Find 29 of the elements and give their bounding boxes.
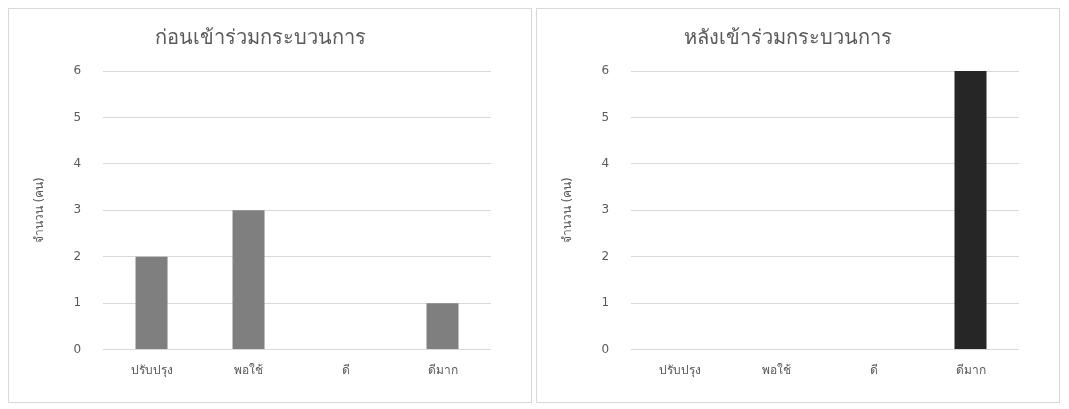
- bar: [135, 256, 168, 350]
- x-tick-label: พอใช้: [762, 362, 792, 377]
- y-tick-label: 4: [73, 155, 82, 170]
- y-tick-label: 3: [601, 202, 610, 217]
- y-tick-label: 5: [601, 109, 610, 124]
- y-tick-label: 3: [73, 202, 82, 217]
- y-tick-label: 4: [601, 155, 610, 170]
- y-tick-label: 5: [73, 109, 82, 124]
- y-tick-label: 6: [601, 63, 610, 78]
- x-tick-label: ดี: [341, 362, 350, 377]
- x-tick-label: พอใช้: [234, 362, 264, 377]
- y-tick-label: 1: [601, 295, 610, 310]
- y-tick-label: 0: [73, 341, 82, 356]
- bar: [426, 303, 459, 350]
- y-tick-label: 6: [73, 63, 82, 78]
- x-tick-label: ดีมาก: [955, 362, 986, 377]
- x-tick-label: ปรับปรุง: [130, 362, 173, 378]
- x-tick-label: ปรับปรุง: [658, 362, 701, 378]
- y-tick-label: 2: [601, 248, 610, 263]
- y-tick-label: 1: [73, 295, 82, 310]
- y-axis-title: จำนวน (คน): [560, 177, 575, 244]
- y-tick-label: 2: [73, 248, 82, 263]
- chart-title: ก่อนเข้าร่วมกระบวนการ: [154, 25, 366, 50]
- chart-title: หลังเข้าร่วมกระบวนการ: [684, 25, 892, 50]
- x-tick-label: ดีมาก: [427, 362, 458, 377]
- y-tick-label: 0: [601, 341, 610, 356]
- y-axis-title: จำนวน (คน): [32, 177, 47, 244]
- x-tick-label: ดี: [869, 362, 878, 377]
- bar: [232, 210, 265, 350]
